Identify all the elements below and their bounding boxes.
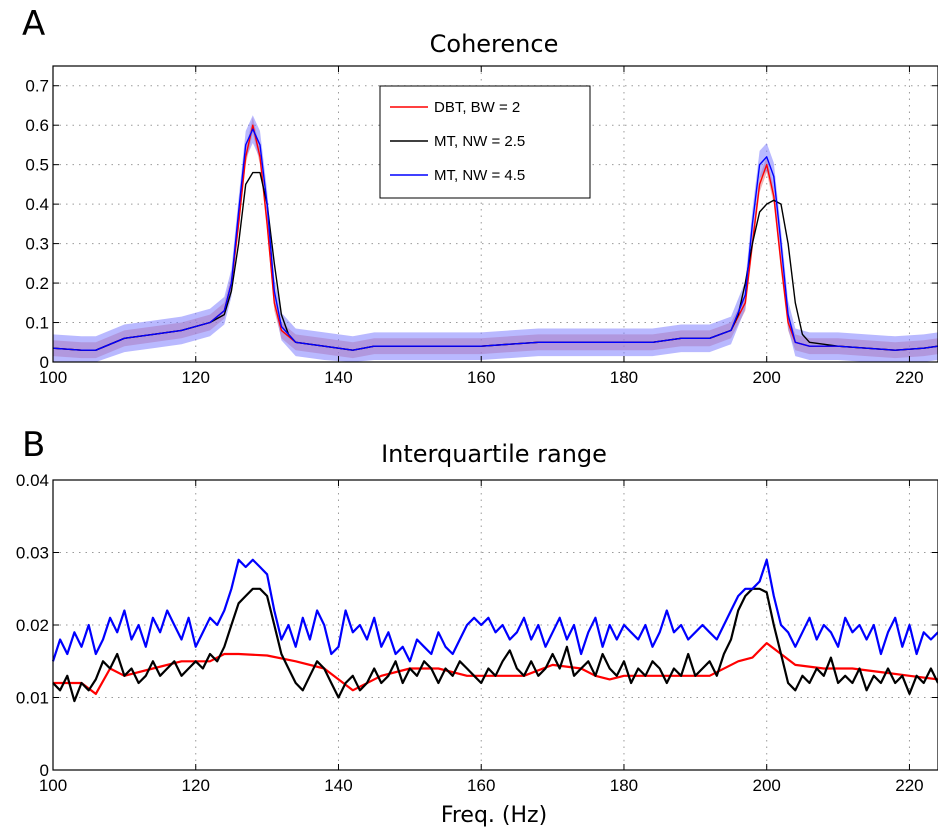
x-tick-label: 120 xyxy=(182,776,210,795)
y-tick-label: 0 xyxy=(40,353,49,372)
x-axis-label: Freq. (Hz) xyxy=(441,803,547,828)
y-tick-label: 0 xyxy=(40,761,49,780)
legend-label: MT, NW = 4.5 xyxy=(434,167,525,184)
x-tick-label: 140 xyxy=(324,776,352,795)
legend xyxy=(379,85,591,199)
y-tick-label: 0.2 xyxy=(25,274,49,293)
series-line-2 xyxy=(52,128,938,351)
series-line-1 xyxy=(52,587,938,703)
y-tick-label: 0.3 xyxy=(25,235,49,254)
x-tick-label: 160 xyxy=(467,368,495,387)
x-tick-label: 200 xyxy=(753,368,781,387)
panel-label-b: B xyxy=(22,425,45,465)
panel-label-a: A xyxy=(22,4,45,44)
x-tick-label: 220 xyxy=(895,368,923,387)
y-tick-label: 0.5 xyxy=(25,156,49,175)
series-line-2 xyxy=(51,558,938,663)
x-tick-label: 200 xyxy=(753,776,781,795)
y-tick-label: 0.03 xyxy=(16,544,49,563)
legend-label: MT, NW = 2.5 xyxy=(434,133,525,150)
x-tick-label: 160 xyxy=(467,776,495,795)
x-tick-label: 100 xyxy=(39,776,67,795)
axes-interquartile-range: 100 120 140 160 180 200 220 0 0.01 0.02 0.03 0.04 xyxy=(16,471,938,795)
y-tick-label: 0.4 xyxy=(25,195,49,214)
chart-title-interquartile-range: Interquartile range xyxy=(381,440,607,468)
series-line-0 xyxy=(53,641,938,696)
y-tick-label: 0.01 xyxy=(16,689,49,708)
axes-coherence: 100 120 140 160 180 200 220 0 0.1 0.2 0.3 0.4 0.5 0.6… xyxy=(25,65,938,387)
y-tick-label: 0.1 xyxy=(25,314,49,333)
y-tick-label: 0.02 xyxy=(16,616,49,635)
y-tick-label: 0.7 xyxy=(25,77,49,96)
x-tick-label: 100 xyxy=(39,368,67,387)
y-tick-label: 0.04 xyxy=(16,471,49,490)
chart-title-coherence: Coherence xyxy=(430,30,559,58)
x-tick-label: 120 xyxy=(182,368,210,387)
y-tick-label: 0.6 xyxy=(25,116,49,135)
x-tick-label: 140 xyxy=(324,368,352,387)
x-tick-label: 220 xyxy=(895,776,923,795)
x-tick-label: 180 xyxy=(610,368,638,387)
plot-frame xyxy=(52,65,938,363)
x-tick-label: 180 xyxy=(610,776,638,795)
legend-label: DBT, BW = 2 xyxy=(434,99,520,116)
